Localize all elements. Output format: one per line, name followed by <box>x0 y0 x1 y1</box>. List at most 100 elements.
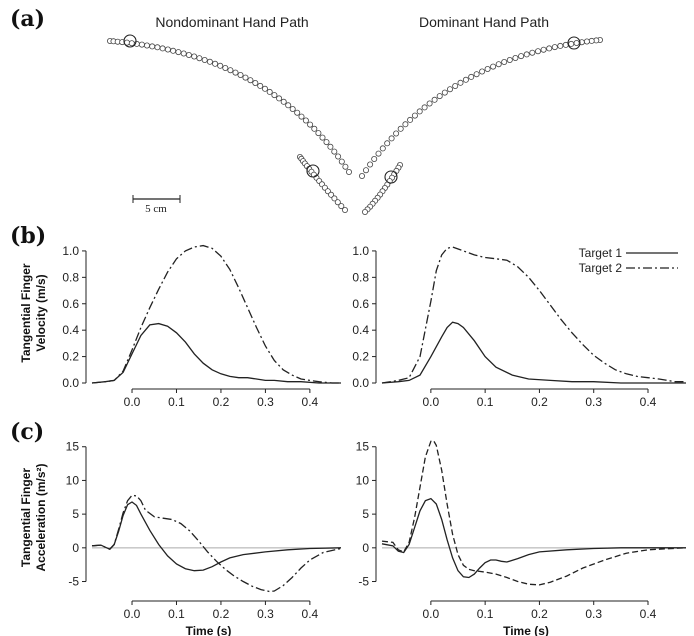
dominant-path-target-1-marker <box>367 161 374 168</box>
dominant-path-target-1-marker <box>379 145 386 152</box>
dominant-path-target-1-marker <box>431 96 438 103</box>
nondominant-path-target-1-marker <box>170 47 177 54</box>
dominant-path-target-1-marker <box>501 59 508 66</box>
legend-label: Target 1 <box>579 246 623 260</box>
dominant-path-target-1-marker <box>393 130 400 137</box>
x-tick-label: 0.0 <box>124 607 141 621</box>
dominant-path-target-1-marker <box>411 112 418 119</box>
y-tick-label: 0.2 <box>352 350 369 364</box>
y-tick-label: 0.0 <box>62 376 79 390</box>
velocity-chart-dominant: 0.0 0.1 0.2 0.3 0.4 0.0 0.2 0.4 0.6 0.8 1.0 Target … <box>352 244 686 409</box>
dominant-path-target-1-marker <box>583 38 590 45</box>
nondominant-path-target-1-marker <box>180 50 187 57</box>
dominant-path-target-1-marker <box>402 121 409 128</box>
nondominant-path-target-1-marker <box>327 143 334 150</box>
nondominant-path-target-1-marker <box>338 158 345 165</box>
x-tick-label: 0.4 <box>302 607 319 621</box>
series-target-2-line <box>381 246 686 384</box>
x-tick-label: 0.3 <box>257 395 274 409</box>
nondominant-path-target-1-marker <box>335 153 342 160</box>
dominant-path-target-1-marker <box>462 76 469 83</box>
nondominant-path-title: Nondominant Hand Path <box>155 14 308 30</box>
x-tick-label: 0.4 <box>640 607 657 621</box>
nondominant-path-target-1-marker <box>345 168 352 175</box>
y-tick-label: 0 <box>362 541 369 555</box>
y-tick-label: 0.2 <box>62 350 79 364</box>
nondominant-path-target-1-marker <box>294 109 301 116</box>
nondominant-path-target-1-marker <box>342 163 349 170</box>
nondominant-path-target-1-marker <box>315 130 322 137</box>
nondominant-path-target-1-marker <box>222 65 229 72</box>
x-tick-label: 0.0 <box>423 395 440 409</box>
series-target-2-line <box>91 494 342 593</box>
x-tick-label: 0.1 <box>168 395 185 409</box>
nondominant-target-2-ring <box>306 164 320 178</box>
nondominant-target-1-ring <box>123 34 137 48</box>
x-tick-label: 0.0 <box>124 395 141 409</box>
series-target-1-line <box>381 497 686 579</box>
nondominant-path-target-2-marker <box>331 195 338 202</box>
dominant-path-target-1-marker <box>362 167 369 174</box>
nondominant-path-target-1-marker <box>175 49 182 56</box>
dominant-path-target-1-marker <box>397 125 404 132</box>
nondominant-path-target-1-marker <box>149 43 156 50</box>
nondominant-path-target-1-marker <box>280 98 287 105</box>
nondominant-path-target-1-marker <box>247 77 254 84</box>
dominant-path-target-1-marker <box>529 49 536 56</box>
dominant-path-target-1-marker <box>551 44 558 51</box>
dominant-path-title: Dominant Hand Path <box>419 14 549 30</box>
y-tick-label: 0 <box>72 541 79 555</box>
dominant-target-1-ring <box>567 36 581 50</box>
dominant-path-target-1-marker <box>484 66 491 73</box>
y-tick-label: 0.4 <box>62 323 79 337</box>
nondominant-path-target-1-marker <box>252 80 259 87</box>
x-axis-title: Time (s) <box>503 624 549 636</box>
series-target-1-line <box>91 501 342 572</box>
x-tick-label: 0.3 <box>585 607 602 621</box>
dominant-path-target-1-marker <box>535 48 542 55</box>
nondominant-path-target-1-marker <box>311 125 318 132</box>
nondominant-path-target-2-marker <box>328 191 335 198</box>
dominant-path-target-1-marker <box>426 100 433 107</box>
acceleration-chart-nondominant: 0.0 0.1 0.2 0.3 0.4 -5 0 5 10 15 Tangential Finger… <box>19 440 342 636</box>
nondominant-path-target-1-marker <box>217 62 224 69</box>
dominant-path-target-1-marker <box>358 172 365 179</box>
dominant-path-target-1-marker <box>473 71 480 78</box>
series-target-2-line <box>91 244 341 384</box>
dominant-path-target-1-marker <box>495 61 502 68</box>
dominant-path-target-1-marker <box>436 93 443 100</box>
dominant-path-target-1-marker <box>546 45 553 52</box>
panel-a-letter: (a) <box>10 6 45 32</box>
dominant-path-target-2-marker <box>361 208 368 215</box>
y-axis-title-line-1: Tangential Finger <box>19 263 33 362</box>
dominant-path-target-1-marker <box>441 89 448 96</box>
y-tick-label: 1.0 <box>62 244 79 258</box>
x-tick-label: 0.2 <box>213 607 230 621</box>
y-tick-label: 1.0 <box>352 244 369 258</box>
scale-bar-label: 5 cm <box>145 203 167 215</box>
dominant-path-target-1-marker <box>416 108 423 115</box>
dominant-path-target-1-marker <box>384 140 391 147</box>
nondominant-path-target-2-marker <box>338 203 345 210</box>
nondominant-path-target-1-marker <box>185 52 192 59</box>
legend-label: Target 2 <box>579 261 623 275</box>
panel-b-letter: (b) <box>10 223 46 249</box>
nondominant-path-target-1-marker <box>289 106 296 113</box>
y-tick-label: 0.6 <box>62 297 79 311</box>
nondominant-path-target-1-marker <box>257 82 264 89</box>
series-target-1-line <box>91 322 341 384</box>
nondominant-path-target-1-marker <box>191 53 198 60</box>
x-tick-label: 0.4 <box>302 395 319 409</box>
velocity-chart-nondominant: 0.0 0.1 0.2 0.3 0.4 0.0 0.2 0.4 0.6 0.8 1.0 Tangent… <box>19 244 341 409</box>
nondominant-path-target-1-marker <box>331 148 338 155</box>
nondominant-path-target-1-marker <box>138 41 145 48</box>
nondominant-path-target-1-marker <box>266 88 273 95</box>
y-tick-label: 0.6 <box>352 297 369 311</box>
dominant-path-target-1-marker <box>421 104 428 111</box>
x-tick-label: 0.2 <box>531 395 548 409</box>
x-tick-label: 0.1 <box>477 607 494 621</box>
panel-a: (a) Nondominant Hand Path Dominant Hand … <box>10 6 604 215</box>
nondominant-path-target-1-marker <box>242 74 249 81</box>
y-tick-label: -5 <box>68 575 79 589</box>
